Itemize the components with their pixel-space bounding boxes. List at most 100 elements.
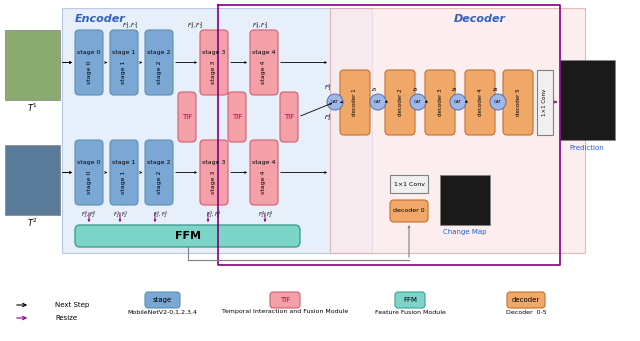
FancyBboxPatch shape — [75, 140, 103, 205]
Text: CAT: CAT — [494, 100, 502, 104]
FancyBboxPatch shape — [200, 140, 228, 205]
Circle shape — [410, 94, 426, 110]
Text: $F_1^2, F_2^2$: $F_1^2, F_2^2$ — [154, 210, 168, 220]
Text: stage 4: stage 4 — [262, 61, 266, 84]
Bar — [537, 70, 553, 135]
Text: Decoder  0-5: Decoder 0-5 — [506, 310, 547, 314]
Text: $z_3$: $z_3$ — [451, 86, 458, 94]
Text: decoder: decoder — [512, 297, 540, 303]
FancyBboxPatch shape — [395, 292, 425, 308]
Bar — [560, 60, 615, 140]
Text: stage 0: stage 0 — [77, 50, 100, 55]
FancyBboxPatch shape — [145, 292, 180, 308]
Circle shape — [450, 94, 466, 110]
Text: TIF: TIF — [284, 114, 294, 120]
Text: $F_2^1, F_2^2$: $F_2^1, F_2^2$ — [187, 20, 204, 31]
Bar — [390, 175, 428, 193]
Text: Next Step: Next Step — [55, 302, 89, 308]
Text: stage 0: stage 0 — [86, 61, 92, 84]
FancyBboxPatch shape — [145, 140, 173, 205]
Bar — [5, 30, 60, 100]
FancyBboxPatch shape — [110, 140, 138, 205]
Text: CAT: CAT — [374, 100, 382, 104]
Text: CAT: CAT — [454, 100, 462, 104]
Text: stage 3: stage 3 — [202, 50, 226, 55]
Text: $F_1^1, F_2^1$: $F_1^1, F_2^1$ — [113, 210, 129, 220]
FancyBboxPatch shape — [390, 200, 428, 222]
FancyBboxPatch shape — [228, 92, 246, 142]
Text: TIF: TIF — [232, 114, 242, 120]
Text: stage 2: stage 2 — [147, 50, 171, 55]
Text: CAT: CAT — [331, 100, 339, 104]
Text: stage 2: stage 2 — [157, 171, 161, 194]
Text: decoder 1: decoder 1 — [353, 89, 358, 116]
Text: stage 1: stage 1 — [122, 61, 127, 84]
FancyBboxPatch shape — [280, 92, 298, 142]
Text: MobileNetV2-0,1,2,3,4: MobileNetV2-0,1,2,3,4 — [127, 310, 197, 314]
Text: Feature Fusion Module: Feature Fusion Module — [374, 310, 445, 314]
FancyBboxPatch shape — [75, 225, 300, 247]
Text: Encoder: Encoder — [75, 14, 125, 24]
Text: decoder 3: decoder 3 — [438, 89, 442, 116]
FancyBboxPatch shape — [270, 292, 300, 308]
FancyBboxPatch shape — [250, 140, 278, 205]
Text: stage 4: stage 4 — [252, 160, 276, 165]
Text: Prediction: Prediction — [570, 145, 604, 151]
Text: stage 2: stage 2 — [147, 160, 171, 165]
Text: FFM: FFM — [175, 231, 200, 241]
Text: stage 1: stage 1 — [122, 171, 127, 194]
Text: $T^1$: $T^1$ — [26, 102, 38, 114]
FancyBboxPatch shape — [250, 30, 278, 95]
Text: stage 0: stage 0 — [77, 160, 100, 165]
Text: $z_2$: $z_2$ — [412, 86, 419, 94]
FancyBboxPatch shape — [200, 30, 228, 95]
Text: $F_3^1, F_3^2$: $F_3^1, F_3^2$ — [252, 20, 268, 31]
Text: stage 0: stage 0 — [86, 171, 92, 194]
Text: 1×1 Conv: 1×1 Conv — [394, 181, 424, 187]
FancyBboxPatch shape — [507, 292, 545, 308]
Text: decoder 2: decoder 2 — [397, 89, 403, 116]
Text: FFM: FFM — [403, 297, 417, 303]
FancyBboxPatch shape — [178, 92, 196, 142]
Text: Temporal Interaction and Fusion Module: Temporal Interaction and Fusion Module — [222, 310, 348, 314]
Text: stage 2: stage 2 — [157, 61, 161, 84]
Text: Resize: Resize — [55, 315, 77, 321]
Text: $z_4$: $z_4$ — [492, 86, 500, 94]
Text: TIF: TIF — [280, 297, 290, 303]
Text: decoder 0: decoder 0 — [393, 208, 425, 213]
FancyBboxPatch shape — [110, 30, 138, 95]
Text: $F_2^4$: $F_2^4$ — [324, 113, 332, 123]
FancyBboxPatch shape — [425, 70, 455, 135]
Circle shape — [327, 94, 343, 110]
Text: $F_1^4$: $F_1^4$ — [324, 83, 332, 93]
Bar — [5, 145, 60, 215]
Text: decoder 4: decoder 4 — [477, 89, 483, 116]
Text: stage 3: stage 3 — [211, 171, 216, 194]
FancyBboxPatch shape — [340, 70, 370, 135]
Text: 1×1 Conv: 1×1 Conv — [543, 89, 547, 116]
Text: stage 3: stage 3 — [202, 160, 226, 165]
Text: Decoder: Decoder — [454, 14, 506, 24]
FancyBboxPatch shape — [145, 30, 173, 95]
FancyBboxPatch shape — [465, 70, 495, 135]
Text: Change Map: Change Map — [444, 229, 487, 235]
Text: decoder 5: decoder 5 — [515, 89, 520, 116]
FancyBboxPatch shape — [385, 70, 415, 135]
Bar — [330, 8, 585, 253]
Text: stage 4: stage 4 — [262, 171, 266, 194]
Text: CAT: CAT — [414, 100, 422, 104]
Text: $F_1^0, F_2^0$: $F_1^0, F_2^0$ — [81, 210, 97, 220]
Text: $F_1^1, F_1^2$: $F_1^1, F_1^2$ — [122, 20, 138, 31]
Bar — [62, 8, 372, 253]
Text: $T^2$: $T^2$ — [26, 217, 38, 229]
Bar — [440, 175, 490, 225]
Text: stage 1: stage 1 — [112, 50, 136, 55]
Text: stage 1: stage 1 — [112, 160, 136, 165]
Text: $z_1$: $z_1$ — [371, 86, 378, 94]
Text: $F_1^3, F_2^3$: $F_1^3, F_2^3$ — [207, 210, 221, 220]
Text: TIF: TIF — [182, 114, 192, 120]
Text: stage 3: stage 3 — [211, 61, 216, 84]
Text: stage 4: stage 4 — [252, 50, 276, 55]
Circle shape — [490, 94, 506, 110]
FancyBboxPatch shape — [75, 30, 103, 95]
